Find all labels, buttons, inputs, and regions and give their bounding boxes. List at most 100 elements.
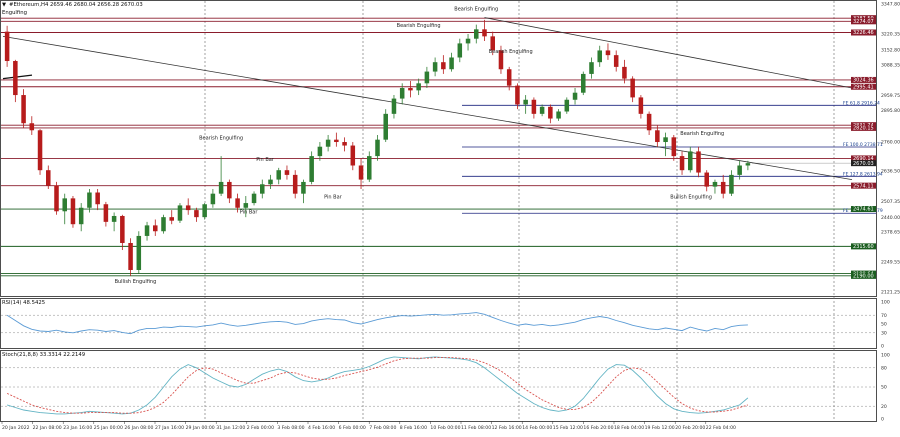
candle-body bbox=[309, 156, 314, 182]
rsi-tick-label: 50 bbox=[881, 322, 887, 328]
candle-body bbox=[531, 99, 537, 114]
candle-body bbox=[21, 95, 26, 124]
candle-body bbox=[498, 50, 504, 70]
candle-body bbox=[301, 181, 306, 194]
rsi-tick-label: 0 bbox=[881, 344, 884, 350]
pattern-label: Bearish Engulfing bbox=[489, 49, 533, 55]
current-price-label: 2670.03 bbox=[853, 161, 874, 167]
main-pane-border bbox=[0, 0, 877, 297]
stoch-tick-label: 50 bbox=[881, 385, 887, 391]
price-tick-label: 2760.00 bbox=[881, 140, 900, 146]
candle-body bbox=[441, 62, 446, 70]
time-tick-label: 7 Feb 08:00 bbox=[369, 425, 396, 431]
candle-body bbox=[465, 38, 471, 44]
candle-body bbox=[424, 71, 430, 84]
time-tick-label: 2 Feb 00:00 bbox=[247, 425, 274, 431]
candle-body bbox=[177, 205, 183, 221]
time-tick-label: 14 Feb 00:00 bbox=[522, 425, 552, 431]
candle-body bbox=[202, 204, 207, 218]
candle-body bbox=[161, 217, 166, 232]
price-tick-label: 2636.50 bbox=[881, 169, 900, 175]
candle-body bbox=[276, 170, 281, 180]
price-tick-label: 2507.35 bbox=[881, 199, 900, 205]
stoch-tick-label: 20 bbox=[881, 404, 887, 410]
candle-body bbox=[292, 174, 298, 194]
pattern-label: Pin Bar bbox=[240, 210, 259, 216]
candle-body bbox=[268, 179, 273, 185]
time-tick-label: 22 Jan 08:00 bbox=[33, 425, 62, 431]
time-tick-label: 11 Feb 08:00 bbox=[461, 425, 491, 431]
pattern-annotations: Bearish Engulfing Bearish Engulfing Bearis… bbox=[115, 7, 725, 285]
stoch-title: Stoch(21,8,8) 33.3314 22.2149 bbox=[2, 352, 85, 358]
candle-body bbox=[556, 111, 561, 119]
fib-level-label: FE 100.0 2738.71 bbox=[843, 142, 883, 148]
candle-body bbox=[235, 198, 240, 208]
time-tick-label: 4 Feb 16:00 bbox=[308, 425, 335, 431]
candle-body bbox=[523, 99, 528, 105]
candle-body bbox=[29, 123, 35, 131]
price-axis: 3287.503274.073226.463024.362995.412831.… bbox=[851, 2, 900, 296]
time-tick-label: 26 Jan 08:00 bbox=[124, 425, 153, 431]
price-level-tag bbox=[851, 155, 876, 162]
candle-body bbox=[153, 225, 158, 232]
candle-body bbox=[597, 50, 602, 63]
candle-body bbox=[46, 170, 51, 186]
candle-body bbox=[663, 137, 668, 143]
rsi-tick-label: 70 bbox=[881, 313, 887, 319]
candle-body bbox=[383, 113, 388, 140]
price-tick-label: 2378.65 bbox=[881, 229, 900, 235]
candle-body bbox=[375, 139, 380, 157]
candle-body bbox=[745, 163, 751, 166]
candle-body bbox=[111, 215, 117, 222]
candle-body bbox=[70, 198, 76, 225]
current-price-tag bbox=[851, 160, 876, 167]
candle-body bbox=[227, 181, 232, 199]
time-tick-label: 22 Feb 04:00 bbox=[706, 425, 736, 431]
candle-body bbox=[646, 113, 652, 131]
candle-body bbox=[581, 73, 586, 93]
price-tick-label: 2249.55 bbox=[881, 260, 900, 266]
price-tick-label: 3088.35 bbox=[881, 63, 900, 69]
price-level-tag bbox=[851, 182, 876, 189]
candle-body bbox=[564, 99, 570, 112]
candle-body bbox=[87, 192, 92, 208]
candle-body bbox=[103, 204, 109, 222]
price-level-tag bbox=[851, 15, 876, 22]
candle-body bbox=[737, 165, 742, 175]
candle-body bbox=[506, 69, 512, 86]
price-level-tag bbox=[851, 243, 876, 250]
pattern-label: Bearish Engulfing bbox=[454, 7, 498, 13]
trend-line-lower bbox=[2, 35, 853, 180]
candle-body bbox=[539, 106, 545, 114]
trend-line-upper bbox=[484, 17, 853, 89]
price-tick-label: 2895.80 bbox=[881, 108, 900, 114]
rsi-pane: 100 70 50 30 0 bbox=[1, 300, 890, 350]
candle-body bbox=[334, 139, 339, 143]
candle-body bbox=[671, 137, 677, 157]
candle-body bbox=[128, 242, 133, 270]
stoch-tick-label: 0 bbox=[881, 417, 884, 423]
candle-body bbox=[218, 181, 224, 194]
candle-body bbox=[474, 29, 479, 39]
candle-body bbox=[696, 151, 701, 173]
rsi-line bbox=[6, 312, 748, 335]
candle-body bbox=[712, 181, 718, 187]
stoch-signal-line bbox=[6, 357, 749, 414]
pattern-label: Pin Bar bbox=[256, 157, 275, 163]
time-tick-label: 12 Feb 16:00 bbox=[492, 425, 522, 431]
candle-body bbox=[342, 142, 347, 146]
price-level-tag bbox=[851, 124, 876, 131]
stoch-pane: 100 80 50 20 0 bbox=[1, 353, 890, 423]
time-tick-label: 18 Feb 04:00 bbox=[614, 425, 644, 431]
candle-body bbox=[251, 193, 257, 204]
candle-body bbox=[605, 50, 611, 56]
pattern-label: Pin Bar bbox=[324, 194, 343, 200]
collapse-icon[interactable]: ▼ bbox=[2, 2, 7, 8]
rsi-title: RSI(14) 48.5425 bbox=[2, 300, 45, 306]
candle-body bbox=[144, 225, 150, 236]
time-tick-label: 16 Feb 20:00 bbox=[583, 425, 613, 431]
candle-body bbox=[317, 146, 323, 157]
